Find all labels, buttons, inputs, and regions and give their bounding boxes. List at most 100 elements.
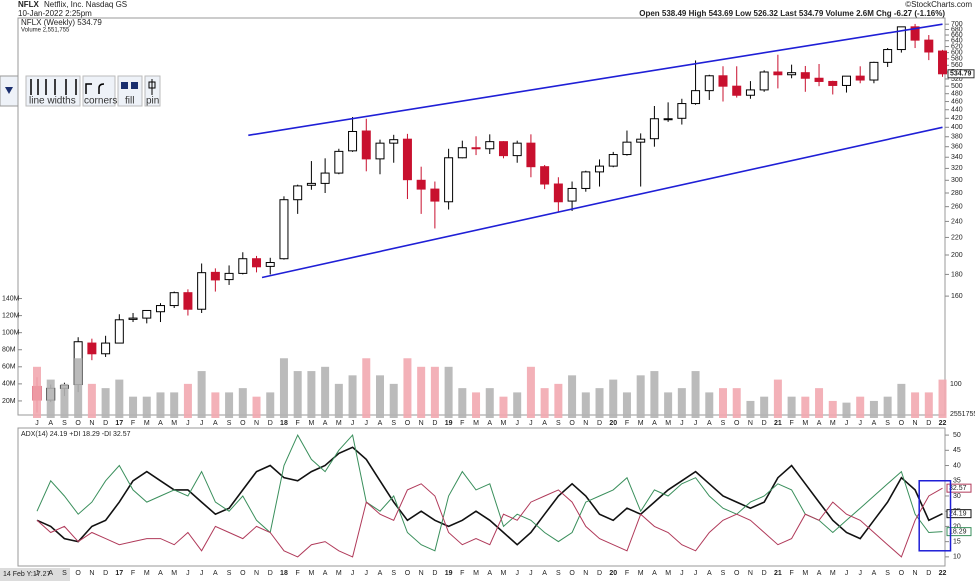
x-tick-label: O — [734, 420, 740, 427]
volume-bar — [115, 379, 124, 418]
x-tick-label: S — [227, 570, 232, 577]
candle-body — [910, 26, 920, 41]
volume-bar — [568, 375, 577, 418]
y-tick-label: 640 — [951, 38, 963, 45]
x-tick-label: J — [186, 420, 190, 427]
x-tick-label: A — [378, 570, 383, 577]
toolbar-label: line widths — [29, 96, 76, 107]
stats: Open 538.49 High 543.69 Low 526.32 Last … — [639, 9, 945, 18]
volume-bar — [499, 396, 508, 418]
y-tick-label: 560 — [951, 62, 963, 69]
fill-button[interactable] — [117, 75, 143, 107]
x-tick-label: 20 — [609, 420, 617, 427]
x-tick-label: 22 — [939, 570, 947, 577]
x-tick-label: F — [296, 420, 300, 427]
y-tick-label: 660 — [951, 32, 963, 39]
x-tick-label: J — [529, 570, 533, 577]
x-tick-label: S — [885, 420, 890, 427]
candle-body — [567, 187, 577, 202]
y-tick-label: 40 — [953, 462, 961, 469]
x-tick-label: O — [240, 570, 246, 577]
dropdown-arrow — [5, 87, 13, 94]
candle-body — [608, 154, 618, 167]
y-tick-label: 500 — [951, 83, 963, 90]
price-panel — [17, 17, 946, 416]
x-tick-label: D — [432, 570, 437, 577]
candle-body — [581, 171, 591, 189]
x-tick-label: J — [35, 420, 39, 427]
candle-body — [87, 342, 97, 355]
indicator-line — [36, 446, 943, 546]
volume-bar — [526, 366, 535, 418]
candle-body — [732, 85, 742, 96]
x-tick-label: S — [391, 570, 396, 577]
candle-body — [361, 130, 371, 160]
x-tick-label: J — [365, 570, 369, 577]
volume-bar — [74, 358, 83, 418]
candle-body — [787, 72, 797, 76]
y-tick-label: 40M — [2, 381, 16, 388]
volume-bar — [266, 392, 275, 418]
x-tick-label: M — [171, 570, 177, 577]
x-tick-label: S — [391, 420, 396, 427]
x-tick-label: N — [913, 420, 918, 427]
volume-bar — [348, 375, 357, 418]
x-tick-label: 22 — [939, 420, 947, 427]
corners-icon — [85, 83, 105, 94]
x-tick-label: D — [762, 420, 767, 427]
x-tick-label: F — [789, 570, 793, 577]
panel-title: ADX(14) 24.19 +DI 18.29 -DI 32.57 — [21, 431, 131, 438]
volume-bar — [170, 392, 179, 418]
x-tick-label: F — [131, 420, 135, 427]
x-tick-label: N — [748, 570, 753, 577]
trendline — [261, 126, 943, 279]
x-tick-label: O — [240, 420, 246, 427]
x-tick-label: N — [419, 570, 424, 577]
y-tick-label: 15 — [953, 538, 961, 545]
candle-body — [773, 71, 783, 76]
x-tick-label: F — [625, 570, 629, 577]
x-tick-label: A — [213, 570, 218, 577]
x-tick-label: O — [405, 420, 411, 427]
y-tick-label: 420 — [951, 115, 963, 122]
toolbar-label: corners — [84, 96, 117, 107]
fill-icon — [121, 82, 128, 89]
volume-bar — [87, 383, 96, 418]
candle-body — [540, 166, 550, 185]
y-tick-label: 680 — [951, 26, 963, 33]
x-tick-label: A — [872, 570, 877, 577]
volume-bar — [540, 388, 549, 418]
volume-bar — [746, 400, 755, 418]
x-tick-label: A — [48, 570, 53, 577]
toolbar: line widths corners fill pin — [0, 75, 161, 107]
volume-bar — [389, 383, 398, 418]
volume-bar — [485, 388, 494, 418]
volume-bar — [458, 388, 467, 418]
volume-bar — [376, 375, 384, 418]
y-tick-label: 460 — [951, 98, 963, 105]
y-tick-label: 20 — [953, 523, 961, 530]
candle-body — [293, 185, 303, 201]
y-tick-label: 160 — [951, 293, 963, 300]
x-tick-label: M — [802, 420, 808, 427]
last-price-label: 534.79 — [950, 71, 972, 78]
line-widths-button[interactable] — [25, 75, 81, 107]
volume-bar — [513, 392, 522, 418]
volume-bar — [801, 396, 810, 418]
candle-body — [759, 71, 769, 91]
candle-body — [649, 118, 659, 140]
candle-body — [553, 183, 563, 203]
volume-bar — [238, 388, 247, 418]
x-tick-label: J — [200, 420, 204, 427]
x-tick-label: M — [501, 420, 507, 427]
x-tick-label: O — [75, 420, 81, 427]
y-tick-label: 120M — [2, 312, 20, 319]
volume-bar — [225, 392, 234, 418]
x-tick-label: O — [569, 420, 575, 427]
volume-bar — [609, 379, 618, 418]
x-tick-label: A — [542, 420, 547, 427]
y-tick-label: 580 — [951, 56, 963, 63]
volume-bar — [156, 392, 165, 418]
candle-body — [855, 75, 865, 81]
x-tick-label: A — [323, 570, 328, 577]
